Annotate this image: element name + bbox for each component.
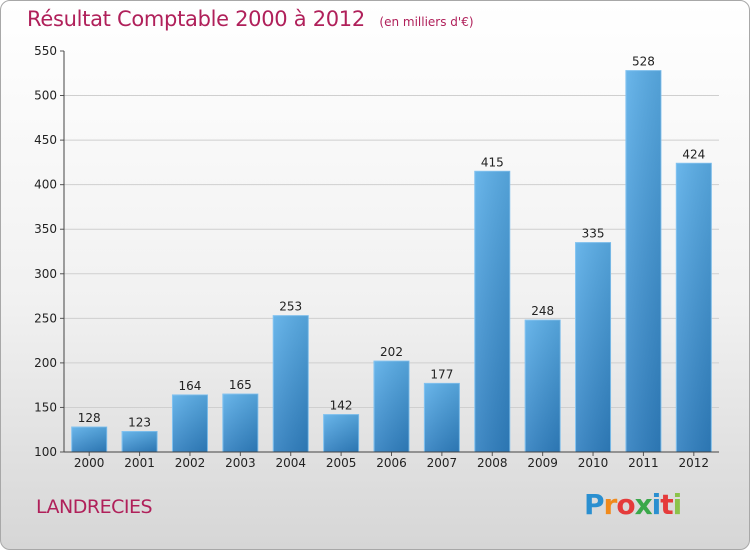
data-label-2009: 248 <box>531 304 554 318</box>
data-label-2004: 253 <box>279 300 302 314</box>
bar-shade <box>424 383 460 452</box>
y-tick-label: 250 <box>34 311 57 325</box>
x-tick-label: 2010 <box>578 456 609 470</box>
x-tick-label: 2007 <box>427 456 458 470</box>
bar-shade <box>273 315 309 452</box>
data-label-2005: 142 <box>330 399 353 413</box>
logo-letter: o <box>616 488 635 521</box>
bar-shade <box>575 242 611 452</box>
x-tick-label: 2002 <box>175 456 206 470</box>
x-tick-label: 2006 <box>376 456 407 470</box>
x-tick-label: 2005 <box>326 456 357 470</box>
bar-shade <box>323 414 359 452</box>
x-tick-label: 2009 <box>527 456 558 470</box>
chart-title: Résultat Comptable 2000 à 2012 <box>27 7 365 31</box>
logo-letter: i <box>651 488 662 521</box>
commune-name: LANDRECIES <box>36 496 153 518</box>
y-tick-label: 350 <box>34 222 57 236</box>
bar-shade <box>676 163 712 452</box>
y-tick-label: 500 <box>34 89 57 103</box>
y-tick-label: 400 <box>34 178 57 192</box>
data-label-2000: 128 <box>78 411 101 425</box>
logo-letter: r <box>603 488 618 521</box>
y-tick-label: 100 <box>34 445 57 459</box>
x-tick-label: 2008 <box>477 456 508 470</box>
x-tick-label: 2004 <box>275 456 306 470</box>
chart-subtitle: (en milliers d'€) <box>379 15 474 29</box>
bar-shade <box>222 394 258 452</box>
bar-shade <box>71 427 107 452</box>
x-tick-label: 2011 <box>628 456 659 470</box>
data-label-2008: 415 <box>481 155 504 169</box>
data-label-2003: 165 <box>229 378 252 392</box>
y-tick-label: 450 <box>34 133 57 147</box>
bar-shade <box>474 171 510 453</box>
data-label-2012: 424 <box>682 147 705 161</box>
x-tick-label: 2000 <box>74 456 105 470</box>
data-label-2001: 123 <box>128 416 151 430</box>
data-label-2007: 177 <box>430 367 453 381</box>
bar-shade <box>172 394 208 452</box>
y-tick-label: 150 <box>34 400 57 414</box>
y-tick-label: 300 <box>34 267 57 281</box>
chart-title-block: Résultat Comptable 2000 à 2012 (en milli… <box>27 7 474 31</box>
y-tick-label: 550 <box>34 44 57 58</box>
bar-shade <box>625 70 661 453</box>
bars: 128 123 164 165 253 142 202 177 415 248 335 528 424 <box>71 55 712 453</box>
bar-shade <box>374 361 409 452</box>
y-tick-label: 200 <box>34 356 57 370</box>
data-label-2006: 202 <box>380 345 403 359</box>
bar-shade <box>122 431 158 452</box>
logo-letter: x <box>634 488 653 521</box>
proxiti-logo: Proxiti <box>584 488 683 521</box>
x-tick-label: 2003 <box>225 456 256 470</box>
data-label-2002: 164 <box>179 379 202 393</box>
data-label-2010: 335 <box>582 227 605 241</box>
x-tick-label: 2012 <box>679 456 710 470</box>
logo-letter: t <box>660 488 673 521</box>
y-axis-ticks: 100 150 200 250 300 350 400 450 500 550 <box>34 44 64 459</box>
logo-letter: i <box>672 488 683 521</box>
bar-shade <box>525 320 561 452</box>
data-label-2011: 528 <box>632 55 655 69</box>
logo-letter: P <box>584 488 605 521</box>
x-axis-ticks: 2000 2001 2002 2003 2004 2005 2006 2007 2008 2009… <box>74 452 709 470</box>
x-tick-label: 2001 <box>124 456 155 470</box>
